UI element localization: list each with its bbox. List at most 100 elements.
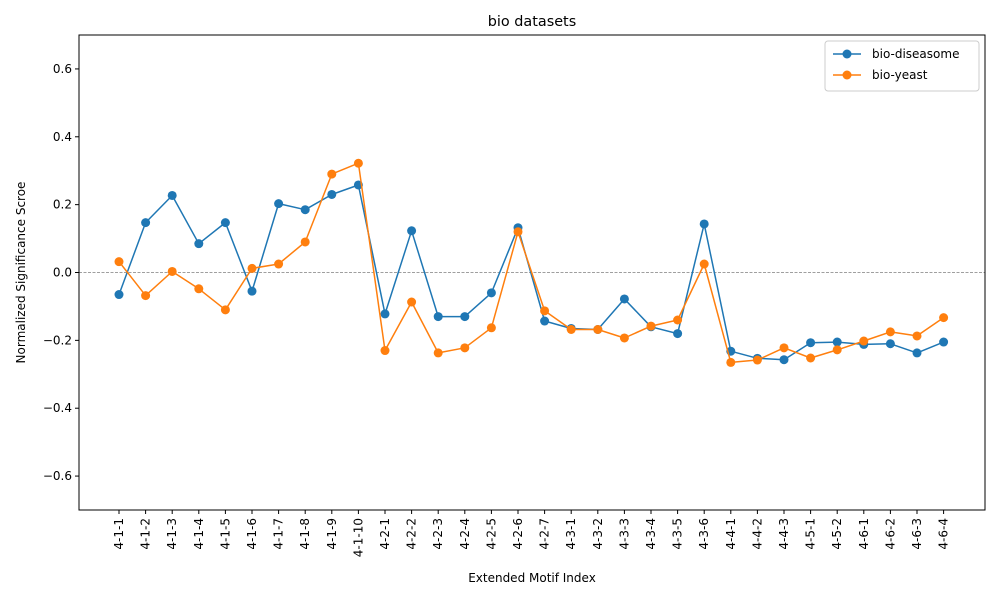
data-point bbox=[646, 321, 656, 331]
data-point bbox=[460, 343, 470, 353]
legend-label: bio-diseasome bbox=[872, 47, 959, 61]
data-point bbox=[220, 218, 230, 228]
y-axis-title: Normalized Significance Scroe bbox=[14, 182, 28, 364]
x-tick-label: 4-5-2 bbox=[830, 518, 844, 550]
data-point bbox=[619, 294, 629, 304]
data-point bbox=[407, 226, 417, 236]
data-point bbox=[832, 345, 842, 355]
data-point bbox=[141, 218, 151, 228]
data-point bbox=[912, 348, 922, 358]
data-point bbox=[194, 284, 204, 294]
data-point bbox=[939, 337, 949, 347]
data-point bbox=[353, 158, 363, 168]
x-tick-label: 4-1-1 bbox=[112, 518, 126, 550]
data-point bbox=[300, 205, 310, 215]
data-point bbox=[380, 346, 390, 356]
data-point bbox=[832, 337, 842, 347]
x-tick-label: 4-3-4 bbox=[644, 518, 658, 550]
x-tick-label: 4-1-9 bbox=[325, 518, 339, 550]
data-point bbox=[726, 357, 736, 367]
x-tick-label: 4-2-2 bbox=[405, 518, 419, 550]
data-point bbox=[407, 297, 417, 307]
x-tick-label: 4-2-1 bbox=[378, 518, 392, 550]
data-point bbox=[274, 259, 284, 269]
y-tick-label: 0.6 bbox=[53, 62, 72, 76]
x-tick-label: 4-4-1 bbox=[724, 518, 738, 550]
data-point bbox=[114, 257, 124, 267]
data-point bbox=[247, 263, 257, 273]
data-point bbox=[752, 355, 762, 365]
legend: bio-diseasome bio-yeast bbox=[824, 40, 980, 92]
x-tick-label: 4-3-1 bbox=[564, 518, 578, 550]
data-point bbox=[939, 313, 949, 323]
data-point bbox=[513, 227, 523, 237]
x-tick-label: 4-3-6 bbox=[697, 518, 711, 550]
data-point bbox=[486, 323, 496, 333]
data-point bbox=[779, 343, 789, 353]
data-point bbox=[380, 309, 390, 319]
data-point bbox=[274, 199, 284, 209]
data-point bbox=[912, 331, 922, 341]
data-point bbox=[327, 189, 337, 199]
legend-box bbox=[824, 40, 980, 92]
y-tick-label: −0.6 bbox=[43, 469, 72, 483]
data-point bbox=[673, 315, 683, 325]
x-tick-label: 4-1-3 bbox=[165, 518, 179, 550]
x-axis-title: Extended Motif Index bbox=[468, 571, 596, 585]
data-point bbox=[486, 288, 496, 298]
x-tick-label: 4-2-4 bbox=[458, 518, 472, 550]
data-point bbox=[247, 286, 257, 296]
legend-swatch-marker bbox=[842, 70, 852, 80]
y-tick-label: −0.4 bbox=[43, 401, 72, 415]
x-tick-label: 4-2-7 bbox=[538, 518, 552, 550]
x-tick-label: 4-3-5 bbox=[671, 518, 685, 550]
data-point bbox=[433, 312, 443, 322]
data-point bbox=[699, 259, 709, 269]
x-tick-label: 4-6-4 bbox=[937, 518, 951, 550]
x-tick-label: 4-1-10 bbox=[351, 518, 365, 557]
x-tick-label: 4-2-5 bbox=[484, 518, 498, 550]
data-point bbox=[885, 339, 895, 349]
chart-title: bio datasets bbox=[488, 14, 576, 30]
x-tick-label: 4-6-1 bbox=[857, 518, 871, 550]
y-tick-label: 0.0 bbox=[53, 266, 72, 280]
x-tick-label: 4-3-3 bbox=[617, 518, 631, 550]
data-point bbox=[859, 336, 869, 346]
x-tick-label: 4-2-3 bbox=[431, 518, 445, 550]
x-tick-label: 4-1-2 bbox=[139, 518, 153, 550]
data-point bbox=[885, 327, 895, 337]
x-tick-label: 4-1-8 bbox=[298, 518, 312, 550]
y-tick-label: 0.2 bbox=[53, 198, 72, 212]
x-tick-label: 4-4-3 bbox=[777, 518, 791, 550]
data-point bbox=[194, 239, 204, 249]
data-point bbox=[779, 355, 789, 365]
data-point bbox=[433, 348, 443, 358]
data-point bbox=[806, 338, 816, 348]
data-point bbox=[673, 329, 683, 339]
x-tick-label: 4-1-4 bbox=[192, 518, 206, 550]
plot-area: −0.6 −0.4 −0.2 0.0 0.2 0.4 0.6 4-1-1 4-1-2 4-1-3 4… bbox=[43, 62, 985, 557]
legend-swatch-marker bbox=[842, 49, 852, 59]
data-point bbox=[540, 306, 550, 316]
data-point bbox=[114, 290, 124, 300]
data-point bbox=[141, 291, 151, 301]
data-point bbox=[806, 353, 816, 363]
data-point bbox=[540, 316, 550, 326]
legend-label: bio-yeast bbox=[872, 68, 928, 82]
x-tick-label: 4-1-7 bbox=[272, 518, 286, 550]
x-tick-label: 4-2-6 bbox=[511, 518, 525, 550]
data-point bbox=[327, 169, 337, 179]
x-tick-label: 4-5-1 bbox=[804, 518, 818, 550]
data-point bbox=[699, 219, 709, 229]
data-point bbox=[619, 333, 629, 343]
series-line bbox=[118, 184, 944, 361]
x-tick-label: 4-1-5 bbox=[218, 518, 232, 550]
y-tick-label: −0.2 bbox=[43, 333, 72, 347]
x-tick-label: 4-3-2 bbox=[591, 518, 605, 550]
data-point bbox=[167, 266, 177, 276]
data-point bbox=[167, 190, 177, 200]
x-tick-label: 4-4-2 bbox=[750, 518, 764, 550]
data-point bbox=[220, 305, 230, 315]
